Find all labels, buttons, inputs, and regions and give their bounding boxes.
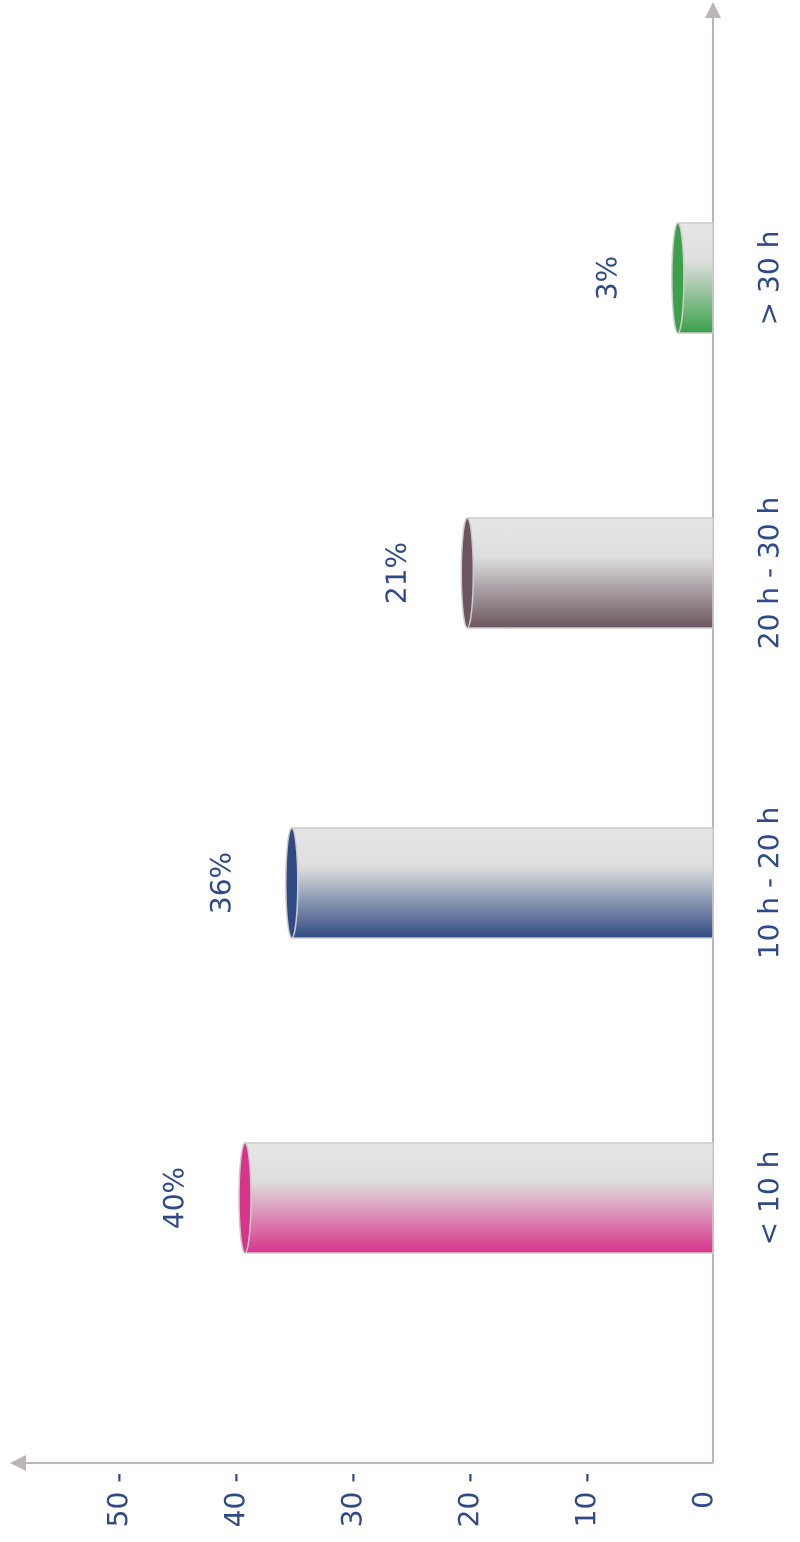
category-label: 20 h - 30 h — [752, 497, 785, 649]
bar-cap — [238, 1142, 252, 1254]
bar-gt-30-h — [671, 222, 714, 334]
bar-cap — [671, 222, 685, 334]
value-axis-arrow — [10, 1455, 26, 1471]
category-axis-arrow — [705, 2, 721, 18]
value-label: 36% — [204, 852, 237, 914]
bar-body — [244, 1142, 714, 1254]
category-label: > 30 h — [752, 231, 785, 326]
category-label: < 10 h — [752, 1151, 785, 1246]
value-tick-label: 10 - — [569, 1473, 602, 1528]
bar-body — [466, 517, 714, 629]
value-tick-label: 50 - — [101, 1473, 134, 1528]
bar-body — [291, 827, 714, 939]
bar-cap — [460, 517, 475, 629]
bar-cap — [285, 827, 299, 939]
value-tick-label: 30 - — [335, 1473, 368, 1528]
value-tick-label: 0 — [686, 1491, 719, 1509]
bar-20-h-30-h — [460, 517, 714, 629]
category-label: 10 h - 20 h — [752, 807, 785, 959]
value-tick-label: 20 - — [452, 1473, 485, 1528]
value-label: 21% — [379, 542, 412, 604]
value-label: 40% — [157, 1167, 190, 1229]
bar-lt-10-h — [238, 1142, 714, 1254]
bar-10-h-20-h — [285, 827, 714, 939]
value-tick-label: 40 - — [218, 1473, 251, 1528]
value-label: 3% — [590, 256, 623, 300]
